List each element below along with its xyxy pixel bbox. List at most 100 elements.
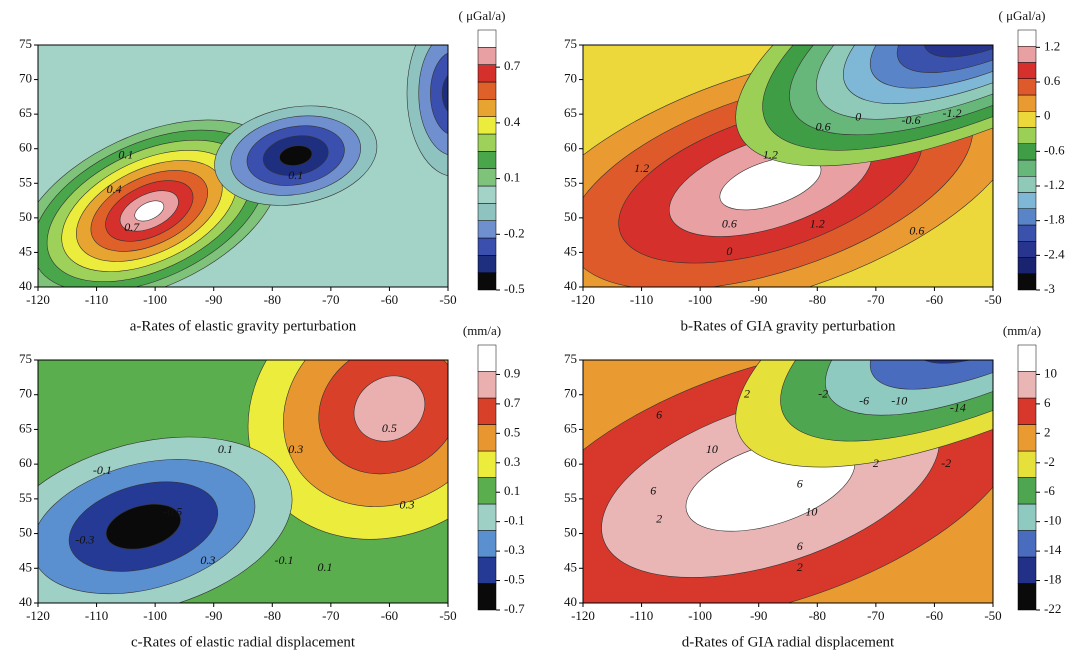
x-tick-label: -60	[381, 608, 398, 623]
y-tick-label: 75	[19, 351, 32, 366]
x-tick-label: -90	[750, 608, 767, 623]
colorbar-label: -0.6	[1044, 142, 1065, 157]
colorbar-swatch	[1017, 62, 1037, 79]
contour-band	[430, 52, 448, 134]
y-tick-label: 70	[19, 71, 32, 86]
contour-label: 0.5	[382, 421, 397, 435]
colorbar-swatch	[1017, 159, 1037, 177]
x-tick-label: -70	[867, 292, 884, 307]
contour-band	[134, 200, 165, 222]
x-tick-label: -50	[439, 608, 456, 623]
panel: -120 -110 -100 -90 -80 -70 -60 -50 40 45 50 55 60 65 7…	[19, 323, 525, 650]
y-tick-label: 45	[19, 559, 32, 574]
panel: -120 -110 -100 -90 -80 -70 -60 -50 40 45 50 55 60 65 7…	[19, 8, 525, 334]
colorbar-label: 0	[1044, 108, 1051, 123]
x-tick-label: -50	[439, 292, 456, 307]
contour-label: -0.6	[902, 113, 921, 127]
x-tick-label: -50	[984, 608, 1001, 623]
colorbar-label: -6	[1044, 483, 1055, 498]
x-tick-label: -100	[688, 608, 712, 623]
x-tick-label: -100	[143, 292, 167, 307]
x-tick-label: -110	[630, 292, 653, 307]
y-tick-label: 65	[19, 420, 32, 435]
panel: -120 -110 -100 -90 -80 -70 -60 -50 40 45 50 55 60 65 7…	[564, 323, 1062, 650]
contour-band	[441, 75, 448, 112]
y-tick-label: 70	[564, 71, 577, 86]
x-tick-label: -60	[926, 292, 943, 307]
colorbar-swatch	[1017, 344, 1037, 372]
colorbar-label: -14	[1044, 542, 1062, 557]
y-tick-label: 50	[19, 525, 32, 540]
colorbar-swatch	[477, 220, 497, 239]
x-tick-label: -60	[381, 292, 398, 307]
x-tick-label: -80	[809, 608, 826, 623]
colorbar-label: 0.5	[504, 424, 520, 439]
caption: d-Rates of GIA radial displacement	[682, 634, 895, 650]
colorbar-swatch	[477, 477, 497, 505]
colorbar-label: -2.4	[1044, 246, 1065, 261]
contour-label: -0.3	[75, 532, 94, 546]
colorbar-swatch	[477, 81, 497, 100]
colorbar-label: -18	[1044, 572, 1061, 587]
y-tick-label: 40	[19, 278, 32, 293]
contour-label: 1.2	[810, 217, 825, 231]
contour-label: -2	[941, 456, 951, 470]
colorbar-swatch	[477, 64, 497, 83]
y-tick-label: 60	[19, 140, 32, 155]
colorbar-swatch	[1017, 556, 1037, 584]
x-tick-label: -70	[867, 608, 884, 623]
plot-frame	[37, 44, 449, 288]
contour-label: 1.2	[634, 161, 649, 175]
colorbar-swatch	[1017, 503, 1037, 531]
colorbar-swatch	[477, 151, 497, 169]
colorbar-swatch	[477, 237, 497, 256]
contour-label: 6	[656, 407, 662, 421]
colorbar-swatch	[477, 168, 497, 187]
y-tick-label: 40	[19, 594, 32, 609]
colorbar-label: -1.2	[1044, 177, 1065, 192]
contour-label: -2	[818, 386, 828, 400]
colorbar-swatch	[477, 185, 497, 204]
plot-frame	[582, 359, 994, 604]
colorbar-label: -0.5	[504, 572, 525, 587]
y-tick-label: 40	[564, 278, 577, 293]
contour-label: -0.1	[275, 553, 294, 567]
colorbar-swatch	[477, 29, 497, 48]
x-tick-label: -120	[26, 292, 50, 307]
y-tick-label: 55	[564, 490, 577, 505]
y-tick-label: 55	[19, 490, 32, 505]
colorbar-swatch	[1017, 46, 1037, 63]
contour-map	[583, 45, 993, 287]
colorbar-label: -2	[1044, 454, 1055, 469]
contour-label: -0.1	[93, 463, 112, 477]
x-tick-label: -80	[264, 608, 281, 623]
colorbar-swatch	[1017, 273, 1037, 291]
x-tick-label: -110	[85, 608, 108, 623]
colorbar-swatch	[1017, 176, 1037, 193]
colorbar-swatch	[1017, 257, 1037, 274]
colorbar-swatch	[1017, 78, 1037, 96]
contour-map	[38, 45, 448, 287]
contour-label: 0.6	[816, 120, 831, 134]
colorbar-swatch	[477, 530, 497, 558]
colorbar-swatch	[1017, 397, 1037, 425]
colorbar-label: -0.3	[504, 542, 525, 557]
contour-map	[38, 360, 448, 603]
colorbar-label: -10	[1044, 513, 1061, 528]
y-tick-label: 75	[564, 351, 577, 366]
colorbar-swatch	[477, 116, 497, 135]
colorbar-swatch	[477, 450, 497, 478]
contour-band	[869, 360, 993, 390]
x-tick-label: -120	[26, 608, 50, 623]
contour-label: -6	[859, 393, 869, 407]
x-tick-label: -100	[143, 608, 167, 623]
colorbar-label: 0.1	[504, 170, 520, 185]
x-tick-label: -60	[926, 608, 943, 623]
contour-label: 0.3	[288, 442, 303, 456]
colorbar-label: -1.8	[1044, 212, 1065, 227]
contour-band	[719, 156, 822, 211]
plot-frame	[582, 44, 994, 288]
contour-label: 0.3	[400, 498, 415, 512]
colorbar-swatch	[1017, 450, 1037, 478]
